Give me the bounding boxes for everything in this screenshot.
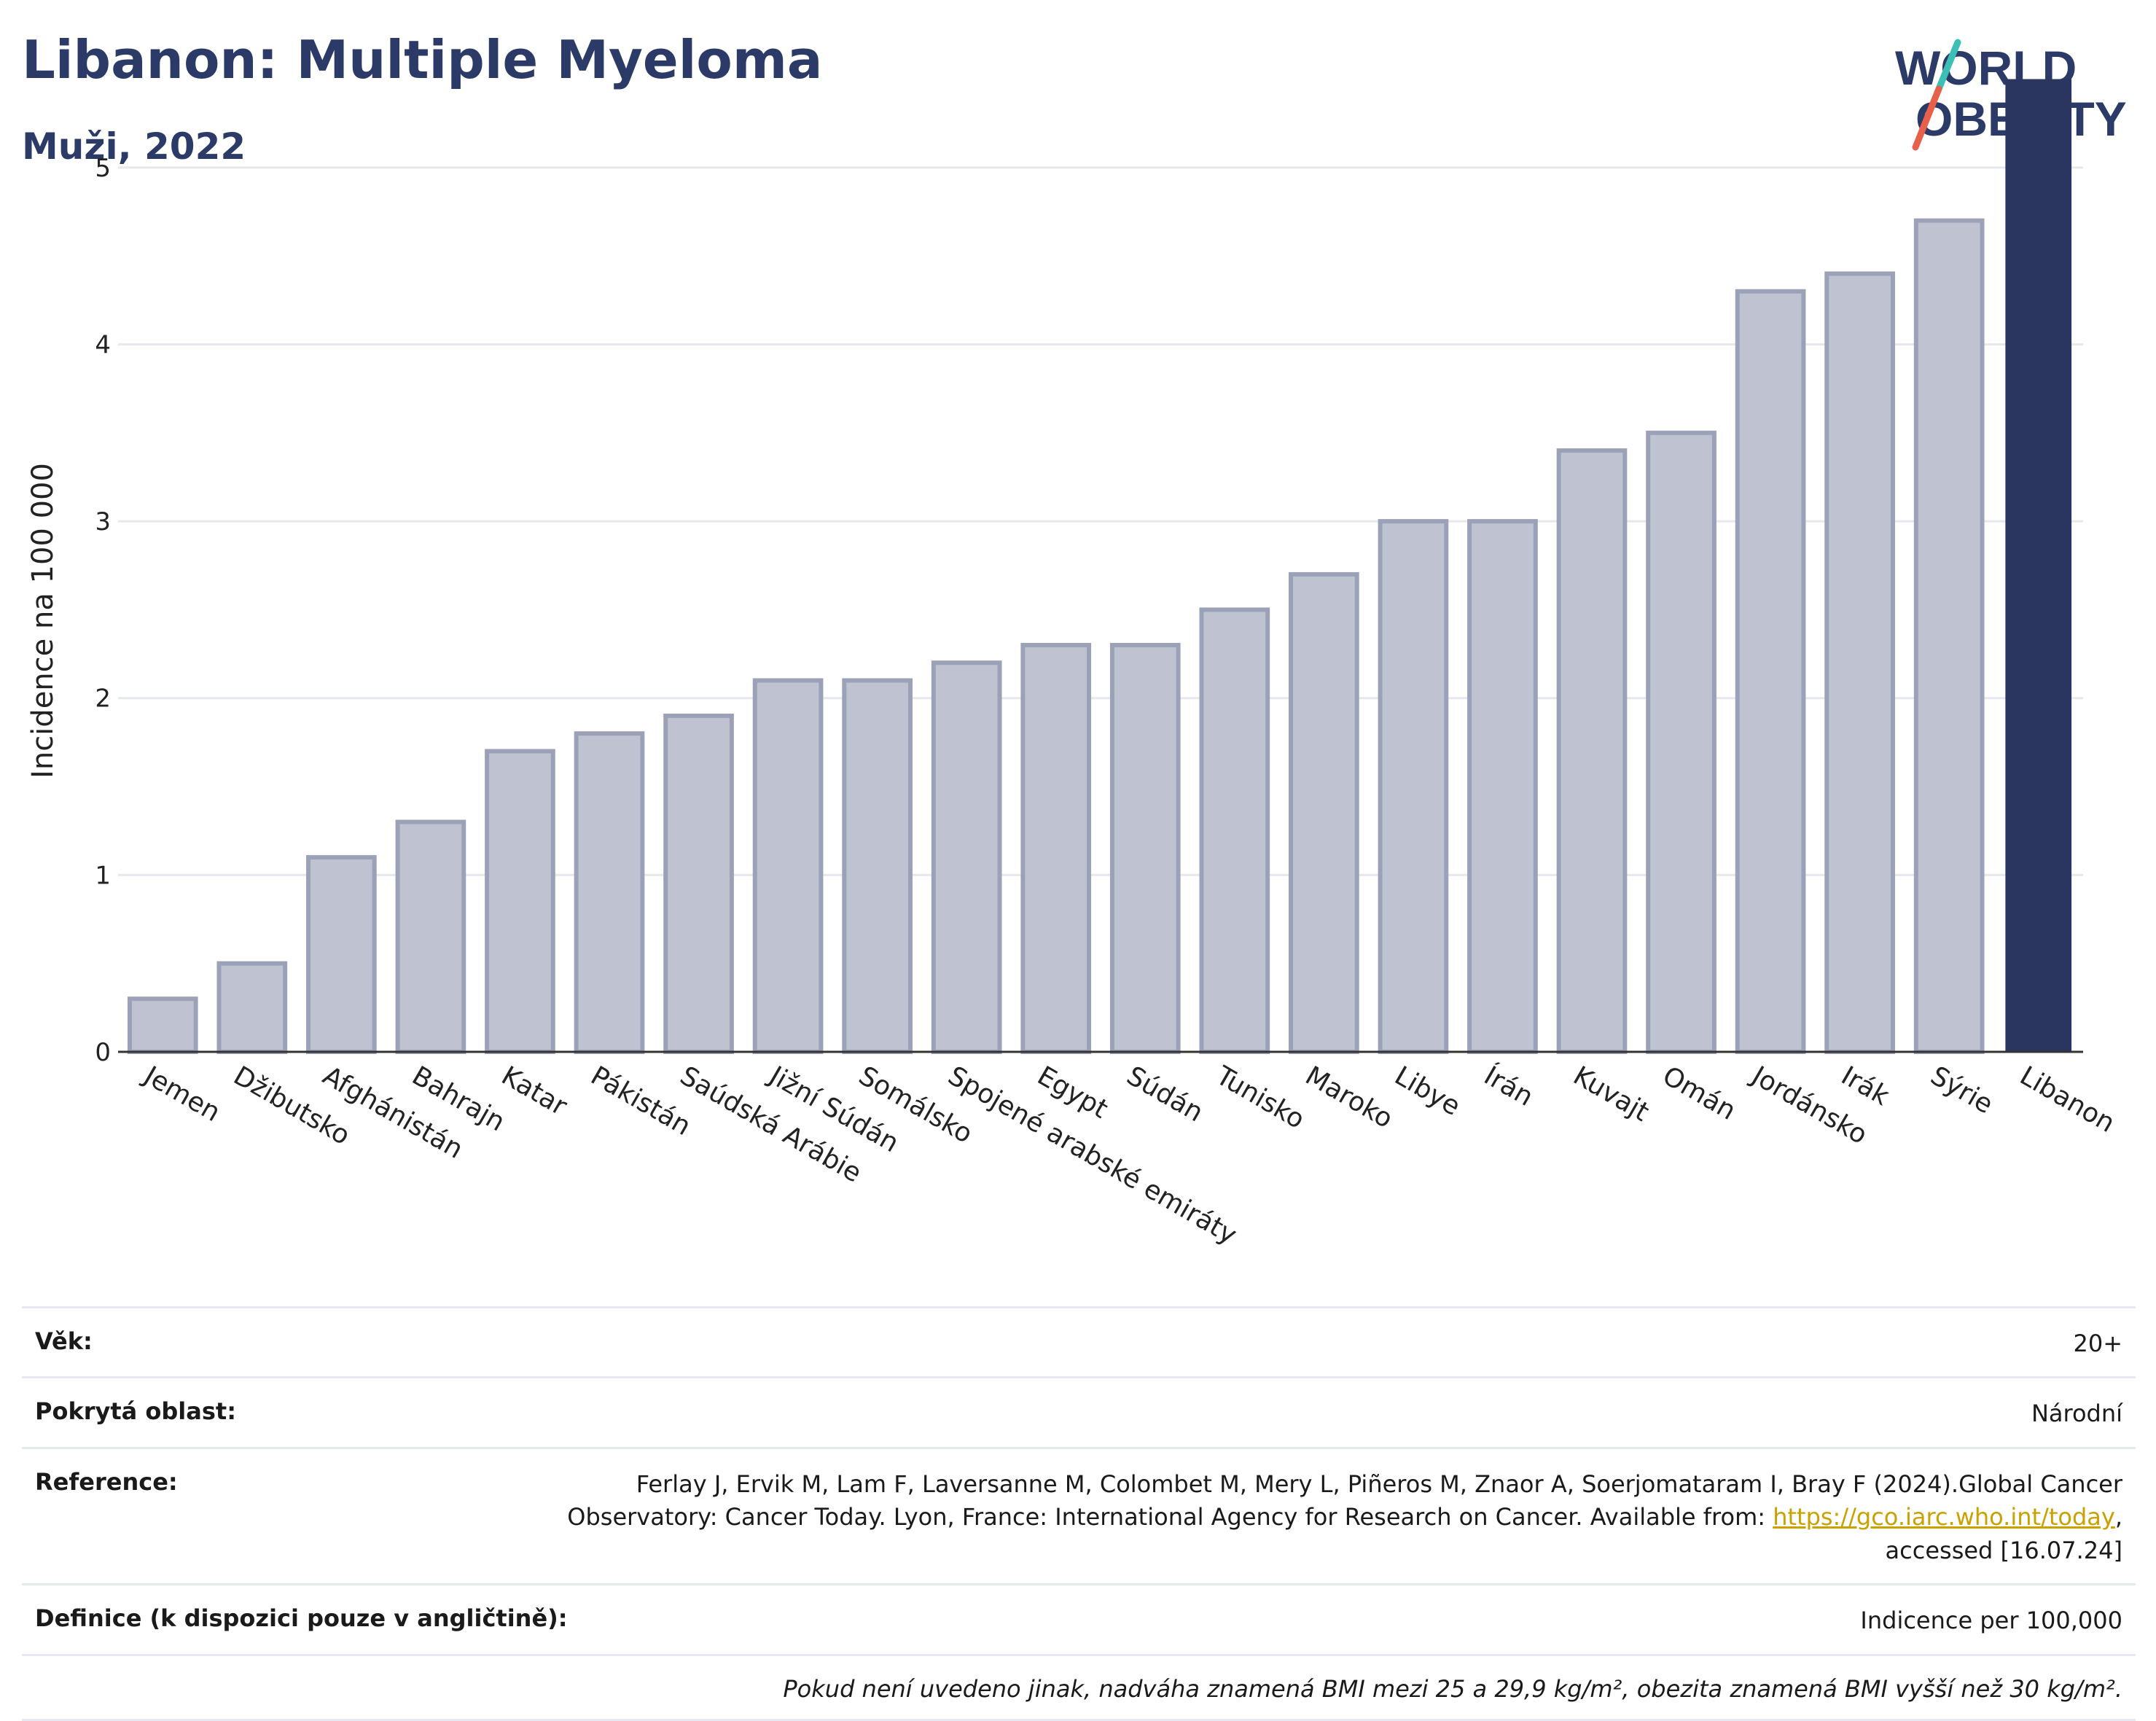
reference-label: Reference:: [35, 1467, 178, 1496]
reference-link[interactable]: https://gco.iarc.who.int/today: [1773, 1503, 2115, 1531]
definition-label: Definice (k dispozici pouze v angličtině…: [35, 1604, 568, 1633]
definition-value: Indicence per 100,000: [1860, 1607, 2122, 1635]
bar-6: [574, 731, 645, 1055]
info-table: Věk: 20+ Pokrytá oblast: Národní Referen…: [22, 1306, 2136, 1721]
info-row-age: Věk: 20+: [22, 1306, 2136, 1376]
age-label: Věk:: [35, 1327, 93, 1355]
bar-19: [1735, 289, 1806, 1054]
bar-16: [1467, 519, 1538, 1054]
bar-21: [1913, 218, 1985, 1054]
bar-14: [1289, 571, 1359, 1054]
y-tick-label: 3: [95, 507, 111, 536]
info-row-definition: Definice (k dispozici pouze v angličtině…: [22, 1583, 2136, 1653]
logo-slash-teal: [1935, 39, 1961, 93]
x-tick-label: Súdán: [1122, 1061, 1208, 1128]
area-value: Národní: [2031, 1400, 2122, 1428]
x-tick-label: Pákistán: [586, 1061, 696, 1142]
x-tick-label: Irák: [1836, 1061, 1894, 1112]
bar-15: [1378, 519, 1449, 1054]
info-row-note: Pokud není uvedeno jinak, nadváha znamen…: [22, 1653, 2136, 1721]
x-tick-label: Kuvajt: [1569, 1061, 1655, 1128]
y-axis-label: Incidence na 100 000: [26, 463, 60, 778]
y-tick-label: 2: [95, 684, 111, 714]
bar-5: [485, 749, 555, 1055]
x-tick-label: Tunisko: [1210, 1061, 1309, 1135]
reference-accessed: , accessed [16.07.24]: [1885, 1503, 2122, 1564]
bar-20: [1824, 271, 1895, 1055]
bmi-note: Pokud není uvedeno jinak, nadváha znamen…: [783, 1674, 2122, 1703]
chart-subtitle: Muži, 2022: [22, 125, 246, 168]
bar-7: [663, 714, 734, 1054]
info-row-reference: Reference: Ferlay J, Ervik M, Lam F, Lav…: [22, 1446, 2136, 1583]
x-tick-label: Írán: [1479, 1060, 1539, 1112]
y-tick-label: 4: [95, 330, 111, 359]
bar-17: [1556, 448, 1628, 1054]
info-row-area: Pokrytá oblast: Národní: [22, 1376, 2136, 1446]
bar-3: [306, 855, 377, 1054]
reference-value: Ferlay J, Ervik M, Lam F, Laversanne M, …: [519, 1468, 2122, 1567]
age-value: 20+: [2073, 1330, 2122, 1357]
bar-18: [1646, 430, 1716, 1054]
bar-9: [842, 678, 913, 1054]
reference-text: Ferlay J, Ervik M, Lam F, Laversanne M, …: [567, 1470, 2122, 1531]
bar-4: [395, 819, 466, 1055]
bar-8: [752, 678, 824, 1054]
x-tick-label: Maroko: [1300, 1061, 1398, 1134]
x-tick-label: Jemen: [138, 1060, 225, 1128]
bar-2: [216, 961, 288, 1054]
x-tick-label: Sýrie: [1926, 1061, 1998, 1120]
chart-title: Libanon: Multiple Myeloma: [22, 29, 823, 90]
y-tick-label: 0: [95, 1038, 111, 1067]
bar-11: [1020, 642, 1092, 1054]
logo-slash-red: [1912, 85, 1942, 151]
y-tick-label: 1: [95, 861, 111, 890]
area-label: Pokrytá oblast:: [35, 1397, 236, 1426]
bar-1: [127, 996, 198, 1055]
bar-12: [1109, 642, 1181, 1054]
bar-10: [931, 660, 1002, 1054]
bar-22: [2005, 79, 2072, 1052]
y-tick-label: 5: [95, 154, 111, 183]
x-tick-label: Libanon: [2015, 1061, 2120, 1139]
x-tick-label: Omán: [1657, 1061, 1741, 1126]
bar-13: [1199, 607, 1270, 1054]
x-tick-label: Libye: [1389, 1061, 1465, 1122]
